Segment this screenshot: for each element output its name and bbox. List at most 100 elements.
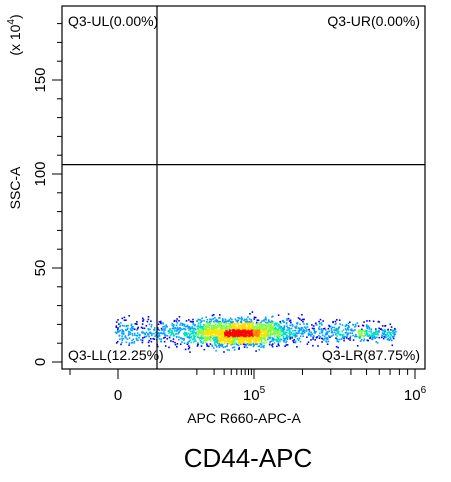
density-point [207,329,210,331]
density-point [267,330,270,332]
density-point [250,319,252,321]
density-point [294,333,297,336]
density-point [345,337,348,339]
density-point [176,326,179,329]
density-point [248,342,251,344]
density-point [266,341,268,344]
density-point [251,329,253,332]
density-point [243,335,246,338]
density-point [224,346,227,348]
density-point [258,334,260,337]
density-point [181,322,184,325]
density-point [143,332,145,335]
density-point [219,314,221,316]
density-point [336,338,339,340]
density-point [128,333,130,335]
density-point [394,327,396,330]
density-point [345,324,348,326]
density-point [181,341,183,343]
density-point [178,319,180,322]
density-point [389,332,391,335]
density-point [315,330,317,333]
density-point [347,334,349,336]
density-point [258,329,260,332]
quadrant-label-ur: Q3-UR(0.00%) [327,13,420,29]
density-point [336,330,339,333]
density-point [260,332,263,334]
density-point [225,336,227,338]
density-point [198,326,201,329]
density-point [212,327,214,330]
density-point [179,329,182,332]
density-point [286,327,289,329]
density-point [164,336,166,339]
density-point [374,337,377,339]
density-point [247,330,249,332]
density-point [186,324,189,327]
density-point [232,334,235,336]
density-point [303,331,306,334]
density-point [276,345,278,348]
density-point [255,323,257,325]
density-point [219,340,222,343]
density-point [315,324,318,326]
density-point [128,344,130,346]
density-point [145,325,148,327]
density-point [321,324,323,326]
density-point [136,327,139,330]
density-point [162,326,164,328]
density-point [218,330,220,332]
density-point [157,345,159,348]
density-point [157,328,159,331]
density-point [269,328,272,331]
density-point [220,336,223,338]
density-point [192,338,194,341]
density-point [234,323,236,325]
density-point [184,334,186,337]
plot-frame [61,5,426,370]
density-point [231,327,233,330]
density-point [171,322,173,325]
density-point [298,327,301,330]
density-point [237,338,239,340]
density-point [206,331,208,334]
density-point [246,328,248,331]
density-point [216,331,218,333]
density-point [282,331,285,333]
density-point [196,333,198,336]
density-point [151,334,153,337]
density-point [158,321,161,323]
density-point [313,330,316,333]
density-point [206,343,208,345]
density-point [302,320,304,323]
density-point [238,339,241,342]
density-point [209,320,211,323]
density-point [169,331,171,334]
density-point [306,328,308,331]
density-point [212,347,215,349]
density-point [288,335,290,338]
density-point [294,326,296,328]
density-point [180,322,182,325]
density-point [217,331,220,333]
density-point [278,327,280,329]
density-point [320,330,323,332]
density-point [199,319,202,321]
density-point [199,330,201,332]
density-point [252,329,254,331]
density-point [200,335,202,338]
density-point [169,334,172,337]
density-point [263,327,266,329]
density-point [351,329,353,332]
density-point [272,327,274,330]
density-point [310,331,312,334]
density-point [209,332,212,335]
density-point [207,326,210,328]
density-point [308,330,311,333]
density-point [274,326,277,329]
density-point [274,323,276,326]
density-point [293,338,295,341]
density-point [218,325,220,327]
density-point [208,330,210,333]
density-point [387,328,389,331]
